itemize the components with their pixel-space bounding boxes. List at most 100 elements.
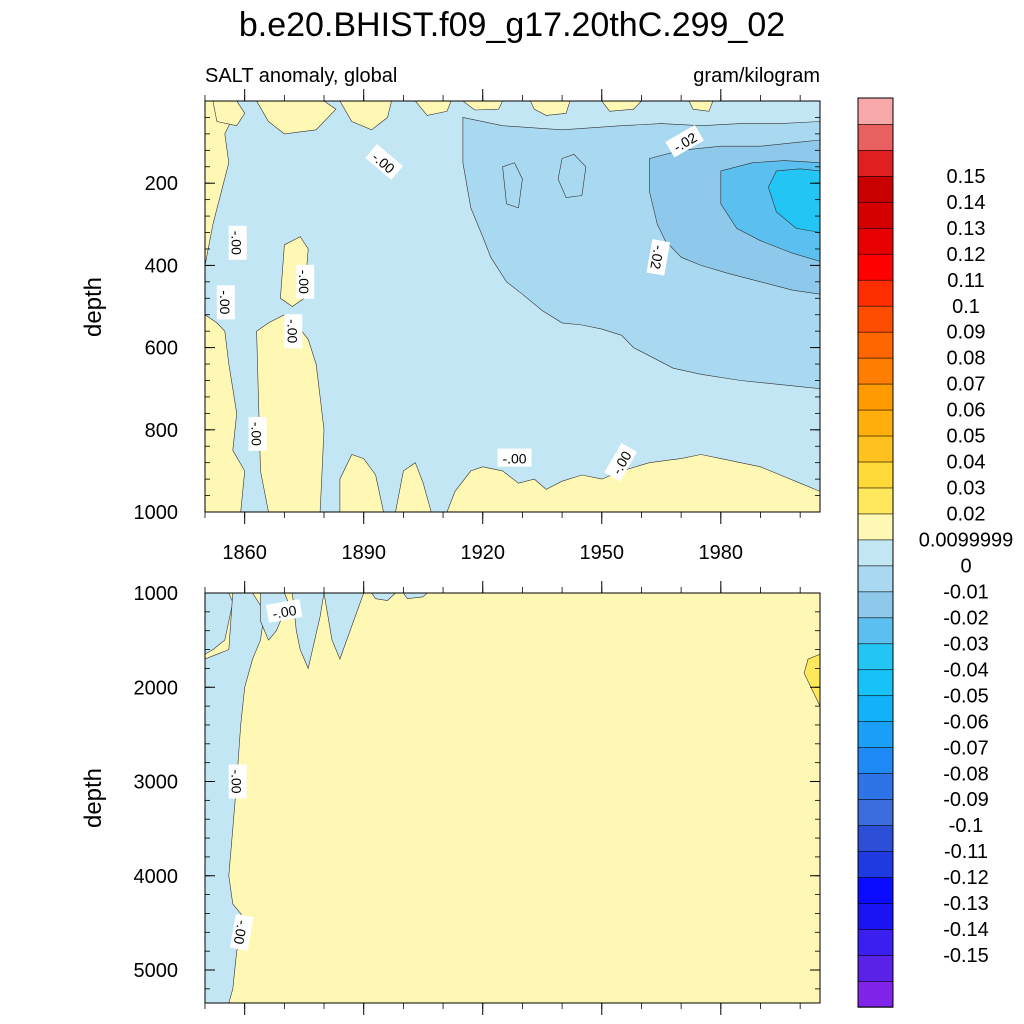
upper-contour-region-13 bbox=[601, 101, 642, 112]
lower-background-fill bbox=[205, 593, 820, 1003]
colorbar-label-25: 0.1 bbox=[952, 296, 980, 318]
left-subtitle: SALT anomaly, global bbox=[205, 65, 397, 87]
colorbar-swatch-33 bbox=[857, 123, 894, 151]
colorbar-swatch-26 bbox=[857, 305, 894, 333]
upper-contour-region-14 bbox=[688, 101, 714, 112]
colorbar-label-28: 0.13 bbox=[947, 218, 986, 240]
upper-y-tick-label-1: 400 bbox=[145, 255, 178, 277]
lower-contour-region-4 bbox=[323, 593, 365, 660]
colorbar-swatch-10 bbox=[857, 721, 894, 748]
colorbar-swatch-29 bbox=[857, 227, 894, 255]
upper-contour-region-20 bbox=[502, 162, 523, 209]
colorbar-swatch-8 bbox=[857, 772, 894, 800]
colorbar-swatch-13 bbox=[857, 643, 894, 671]
colorbar-swatch-31 bbox=[857, 175, 894, 203]
colorbar-swatch-4 bbox=[857, 876, 894, 904]
colorbar-swatch-17 bbox=[857, 539, 894, 567]
lower-contour-region-5 bbox=[371, 593, 396, 601]
upper-contour-label-box-8 bbox=[497, 448, 532, 467]
colorbar-label-8: -0.07 bbox=[943, 737, 989, 759]
upper-frame bbox=[204, 100, 821, 513]
colorbar-label-22: 0.07 bbox=[947, 374, 986, 396]
colorbar-label-17: 0.02 bbox=[947, 504, 986, 526]
lower-contour-region-0 bbox=[205, 593, 234, 655]
colorbar-swatch-12 bbox=[857, 669, 894, 697]
upper-contour-region-19 bbox=[557, 154, 587, 198]
colorbar-label-9: -0.06 bbox=[943, 711, 989, 733]
upper-contour-label-2: -.00 bbox=[228, 225, 247, 260]
colorbar-swatch-27 bbox=[857, 279, 894, 307]
lower-frame bbox=[204, 592, 821, 1004]
colorbar-label-10: -0.05 bbox=[943, 685, 989, 707]
upper-contour-label-8: -.00 bbox=[497, 448, 532, 467]
colorbar-swatch-2 bbox=[857, 928, 894, 956]
upper-contour-region-8 bbox=[256, 101, 337, 135]
colorbar-label-5: -0.1 bbox=[949, 815, 983, 837]
colorbar-swatch-32 bbox=[857, 149, 894, 177]
colorbar-swatch-16 bbox=[857, 565, 894, 593]
colorbar-label-26: 0.11 bbox=[947, 270, 984, 292]
lower-contour-region-6 bbox=[403, 593, 428, 600]
lower-y-tick-label-0: 1000 bbox=[134, 583, 179, 605]
upper-contour-label-text-5: -.00 bbox=[217, 290, 233, 314]
colorbar-swatch-9 bbox=[857, 746, 894, 774]
lower-contour-label-text-2: -.00 bbox=[231, 919, 251, 946]
upper-y-tick-label-4: 1000 bbox=[134, 502, 179, 524]
upper-contour-label-text-7: -.00 bbox=[249, 422, 265, 446]
colorbar-label-1: -0.14 bbox=[943, 919, 989, 941]
figure-title: b.e20.BHIST.f09_g17.20thC.299_02 bbox=[239, 6, 785, 44]
upper-contour-label-box-9 bbox=[604, 442, 638, 482]
upper-contour-label-text-6: -.00 bbox=[284, 319, 300, 343]
upper-contour-region-5 bbox=[395, 462, 432, 512]
upper-contour-label-3: -.00 bbox=[296, 264, 315, 299]
colorbar-swatch-25 bbox=[857, 331, 894, 359]
colorbar-label-30: 0.15 bbox=[947, 166, 986, 188]
colorbar-label-7: -0.08 bbox=[943, 763, 989, 785]
upper-x-tick-label-0: 1860 bbox=[222, 542, 267, 564]
upper-contour-label-text-4: -.02 bbox=[647, 244, 667, 271]
upper-contour-region-12 bbox=[530, 101, 571, 116]
colorbar-label-14: -0.01 bbox=[943, 582, 989, 604]
upper-contour-region-6 bbox=[446, 454, 820, 512]
upper-y-tick-label-0: 200 bbox=[145, 173, 178, 195]
colorbar-swatch-7 bbox=[857, 798, 894, 826]
colorbar-swatch-0 bbox=[857, 980, 894, 1008]
colorbar-swatch-21 bbox=[857, 435, 894, 463]
lower-contour-label-text-0: -.00 bbox=[271, 602, 298, 622]
colorbar-swatch-30 bbox=[857, 201, 894, 229]
colorbar-label-23: 0.08 bbox=[947, 348, 986, 370]
upper-contour-label-box-3 bbox=[296, 264, 315, 299]
upper-contour-label-box-1 bbox=[665, 124, 704, 158]
colorbar-swatch-1 bbox=[857, 954, 894, 982]
colorbar-swatch-28 bbox=[857, 253, 894, 281]
upper-contour-region-2 bbox=[256, 314, 325, 512]
upper-contour-region-1 bbox=[205, 314, 246, 512]
colorbar-swatch-14 bbox=[857, 617, 894, 645]
colorbar-swatch-19 bbox=[857, 487, 894, 515]
upper-x-tick-label-1: 1890 bbox=[341, 542, 386, 564]
colorbar-swatch-22 bbox=[857, 409, 894, 437]
upper-contour-region-9 bbox=[339, 101, 392, 131]
colorbar-label-11: -0.04 bbox=[943, 659, 989, 681]
lower-y-tick-label-4: 5000 bbox=[134, 960, 179, 982]
lower-panel: -.00 -.00 -.00 1000 2000 3000 4000 5000 bbox=[134, 581, 821, 1015]
colorbar-label-27: 0.12 bbox=[947, 244, 986, 266]
upper-contour-region-18 bbox=[768, 168, 820, 233]
upper-panel: -.00-.02-.00-.00-.02-.00-.00-.00-.00 -.00… bbox=[134, 89, 821, 564]
lower-contour-label-2: -.00 bbox=[229, 914, 254, 951]
colorbar: -0.15 -0.14 -0.13 -0.12 -0.11 -0.1 -0.09 -0.08 -… bbox=[857, 97, 1013, 1008]
colorbar-label-24: 0.09 bbox=[947, 322, 986, 344]
upper-contour-label-box-2 bbox=[228, 225, 247, 260]
upper-y-tick-label-3: 800 bbox=[145, 420, 178, 442]
lower-contour-label-box-2 bbox=[229, 914, 254, 951]
upper-x-tick-label-4: 1980 bbox=[699, 542, 744, 564]
lower-contour-label-0: -.00 bbox=[265, 599, 303, 623]
upper-y-tick-label-2: 600 bbox=[145, 338, 178, 360]
upper-contour-label-box-5 bbox=[216, 285, 235, 320]
upper-x-tick-label-2: 1920 bbox=[460, 542, 505, 564]
upper-x-tick-label-3: 1950 bbox=[580, 542, 625, 564]
upper-contour-region-11 bbox=[462, 101, 503, 111]
upper-contour-label-box-7 bbox=[248, 416, 267, 451]
upper-contour-label-text-2: -.00 bbox=[229, 231, 245, 255]
